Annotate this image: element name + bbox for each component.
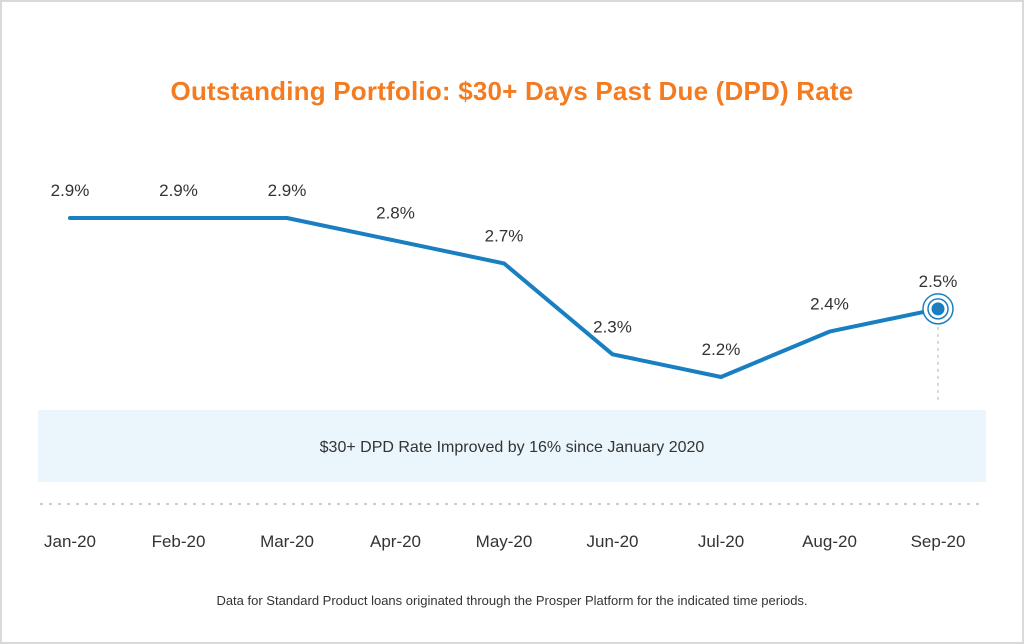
x-tick-label: Sep-20 — [911, 532, 966, 551]
data-label: 2.9% — [268, 181, 307, 200]
data-label: 2.4% — [810, 295, 849, 314]
data-label: 2.9% — [159, 181, 198, 200]
data-label: 2.7% — [485, 226, 524, 245]
x-tick-label: Feb-20 — [152, 532, 206, 551]
data-point — [931, 302, 945, 316]
x-tick-label: Jan-20 — [44, 532, 96, 551]
data-label: 2.8% — [376, 204, 415, 223]
highlight-point-marker — [922, 293, 954, 325]
x-tick-label: Mar-20 — [260, 532, 314, 551]
data-label: 2.9% — [51, 181, 90, 200]
x-tick-label: Jul-20 — [698, 532, 744, 551]
data-label: 2.5% — [919, 272, 958, 291]
chart-title: Outstanding Portfolio: $30+ Days Past Du… — [170, 76, 854, 106]
x-tick-label: Apr-20 — [370, 532, 421, 551]
data-label: 2.3% — [593, 317, 632, 336]
annotation-text: $30+ DPD Rate Improved by 16% since Janu… — [320, 439, 705, 456]
x-tick-label: Aug-20 — [802, 532, 857, 551]
annotation-band — [38, 410, 986, 482]
x-tick-label: Jun-20 — [587, 532, 639, 551]
x-tick-label: May-20 — [476, 532, 533, 551]
footnote: Data for Standard Product loans originat… — [216, 593, 808, 608]
series-line — [68, 216, 940, 379]
data-label: 2.2% — [702, 340, 741, 359]
